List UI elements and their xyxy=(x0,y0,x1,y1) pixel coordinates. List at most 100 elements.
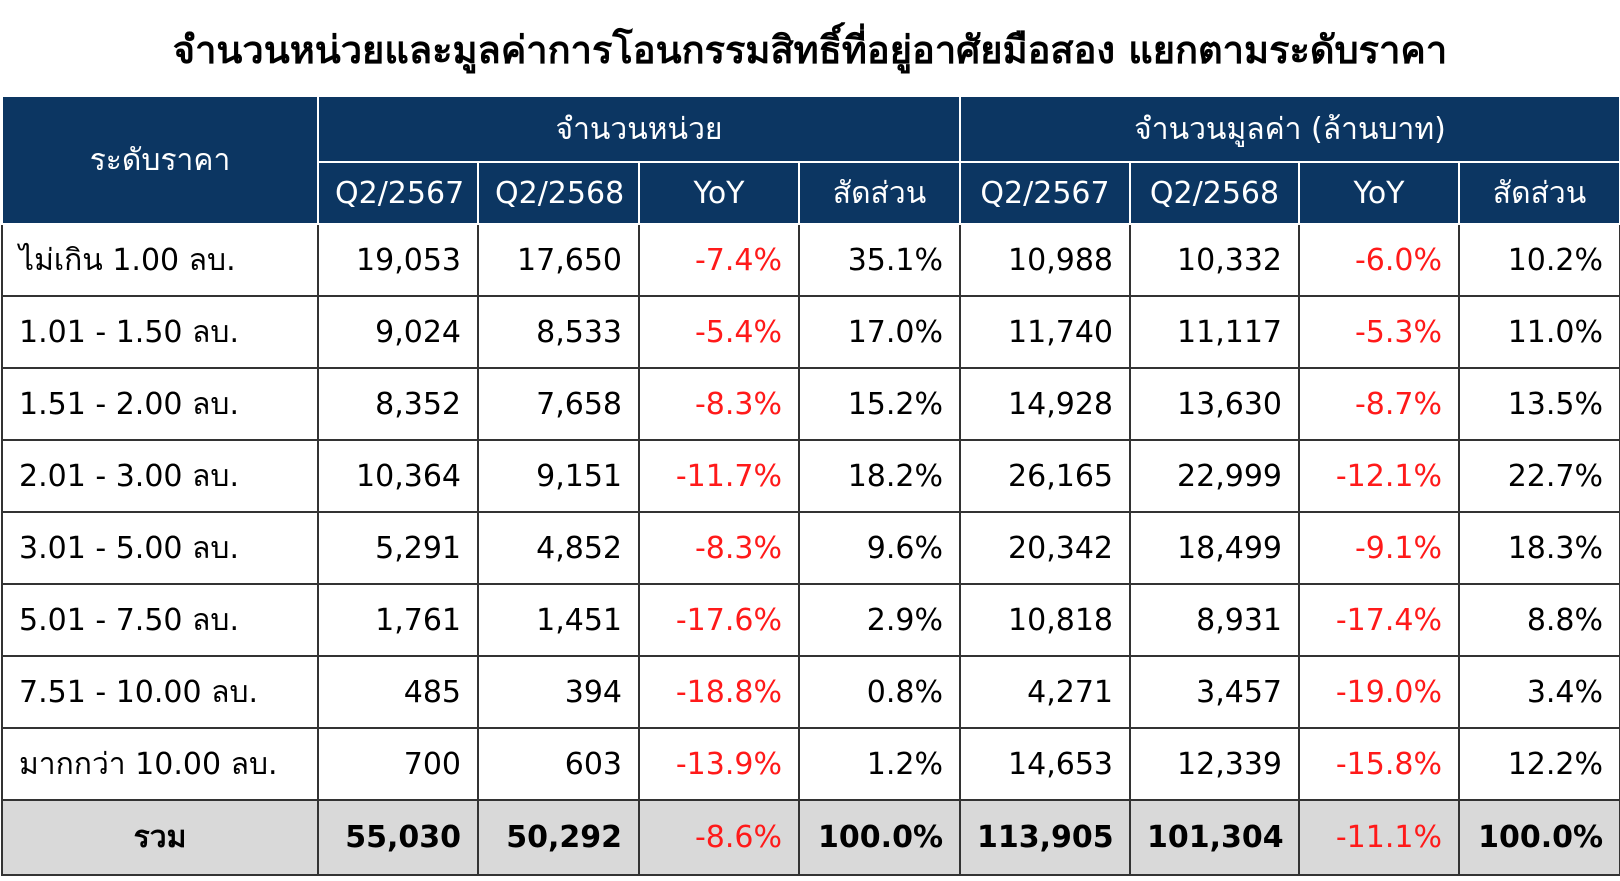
cell: 12,339 xyxy=(1129,727,1300,801)
cell: 3.4% xyxy=(1457,655,1620,729)
cell: 10,818 xyxy=(959,583,1131,657)
cell: 18,499 xyxy=(1129,511,1300,585)
data-row: 5.01 - 7.50 ลบ. 1,761 1,451 -17.6% 2.9% 10,81… xyxy=(1,583,1620,657)
data-row: 7.51 - 10.00 ลบ. 485 394 -18.8% 0.8% 4,271 3,4… xyxy=(1,655,1620,729)
cell: 11,117 xyxy=(1129,295,1300,369)
cell: -18.8% xyxy=(638,655,800,729)
cell: 22.7% xyxy=(1457,439,1620,513)
row-label: 7.51 - 10.00 ลบ. xyxy=(1,655,319,729)
row-label: รวม xyxy=(1,799,319,876)
cell: 14,928 xyxy=(959,367,1131,441)
cell: 1,451 xyxy=(477,583,640,657)
cell: 9,024 xyxy=(317,295,479,369)
cell: 113,905 xyxy=(959,799,1131,876)
data-row: 3.01 - 5.00 ลบ. 5,291 4,852 -8.3% 9.6% 20,342… xyxy=(1,511,1620,585)
cell: 100.0% xyxy=(1457,799,1620,876)
subheader: สัดส่วน xyxy=(1457,161,1620,225)
cell: -19.0% xyxy=(1298,655,1460,729)
cell: 8,533 xyxy=(477,295,640,369)
cell: -9.1% xyxy=(1298,511,1460,585)
row-label: ไม่เกิน 1.00 ลบ. xyxy=(1,223,319,297)
cell: -13.9% xyxy=(638,727,800,801)
cell: -8.3% xyxy=(638,367,800,441)
cell: 485 xyxy=(317,655,479,729)
cell: 9.6% xyxy=(798,511,961,585)
group-header: จำนวนมูลค่า (ล้านบาท) xyxy=(958,95,1620,163)
cell: -8.3% xyxy=(638,511,800,585)
cell: -11.1% xyxy=(1298,799,1460,876)
cell: 50,292 xyxy=(477,799,640,876)
subheader: Q2/2567 xyxy=(317,161,479,225)
data-row: 1.01 - 1.50 ลบ. 9,024 8,533 -5.4% 17.0% 11,74… xyxy=(1,295,1620,369)
cell: 10,332 xyxy=(1129,223,1300,297)
cell: 10,364 xyxy=(317,439,479,513)
cell: 13,630 xyxy=(1129,367,1300,441)
row-label: 1.51 - 2.00 ลบ. xyxy=(1,367,319,441)
subheader-row: Q2/2567 Q2/2568 YoY สัดส่วน Q2/2567 Q2/2568 Yo… xyxy=(2,161,1620,225)
cell: 19,053 xyxy=(317,223,479,297)
title: จำนวนหน่วยและมูลค่าการโอนกรรมสิทธิ์ที่อย… xyxy=(172,28,1448,72)
cell: 7,658 xyxy=(477,367,640,441)
data-row: ไม่เกิน 1.00 ลบ. 19,053 17,650 -7.4% 35.1% 10… xyxy=(1,223,1620,297)
row-label: 1.01 - 1.50 ลบ. xyxy=(1,295,319,369)
row-label: 3.01 - 5.00 ลบ. xyxy=(1,511,319,585)
data-row: มากกว่า 10.00 ลบ. 700 603 -13.9% 1.2% 14,653 1… xyxy=(1,727,1620,801)
cell: 55,030 xyxy=(317,799,479,876)
cell: 8,931 xyxy=(1129,583,1300,657)
subheader: Q2/2567 xyxy=(959,161,1131,225)
cell: 26,165 xyxy=(959,439,1131,513)
cell: 9,151 xyxy=(477,439,640,513)
cell: 15.2% xyxy=(798,367,961,441)
cell: -7.4% xyxy=(638,223,800,297)
data-row: 1.51 - 2.00 ลบ. 8,352 7,658 -8.3% 15.2% 14,92… xyxy=(1,367,1620,441)
cell: -17.4% xyxy=(1298,583,1460,657)
data-row: 2.01 - 3.00 ลบ. 10,364 9,151 -11.7% 18.2% 26,… xyxy=(1,439,1620,513)
row-label: มากกว่า 10.00 ลบ. xyxy=(1,727,319,801)
table-head: ระดับราคา จำนวนหน่วย จำนวนมูลค่า (ล้านบา… xyxy=(1,95,1620,225)
cell: 35.1% xyxy=(798,223,961,297)
cell: 394 xyxy=(477,655,640,729)
row-label: 5.01 - 7.50 ลบ. xyxy=(1,583,319,657)
cell: 1.2% xyxy=(798,727,961,801)
cell: 14,653 xyxy=(959,727,1131,801)
cell: -17.6% xyxy=(638,583,800,657)
cell: 700 xyxy=(317,727,479,801)
cell: 3,457 xyxy=(1129,655,1300,729)
cell: 18.3% xyxy=(1457,511,1620,585)
cell: 603 xyxy=(477,727,640,801)
subheader: YoY xyxy=(1298,161,1460,225)
group-header: จำนวนหน่วย xyxy=(317,95,961,163)
cell: -12.1% xyxy=(1298,439,1460,513)
cell: -8.7% xyxy=(1298,367,1460,441)
cell: 101,304 xyxy=(1129,799,1300,876)
cell: 13.5% xyxy=(1457,367,1620,441)
cell: 10,988 xyxy=(959,223,1131,297)
cell: -11.7% xyxy=(638,439,800,513)
subheader: YoY xyxy=(638,161,800,225)
data-table: ระดับราคา จำนวนหน่วย จำนวนมูลค่า (ล้านบา… xyxy=(1,95,1620,876)
cell: 4,852 xyxy=(477,511,640,585)
cell: 100.0% xyxy=(798,799,961,876)
cell: 8.8% xyxy=(1457,583,1620,657)
table-body: ไม่เกิน 1.00 ลบ. 19,053 17,650 -7.4% 35.1% 10… xyxy=(1,223,1620,876)
cell: 22,999 xyxy=(1129,439,1300,513)
cell: 8,352 xyxy=(317,367,479,441)
cell: 17.0% xyxy=(798,295,961,369)
cell: 0.8% xyxy=(798,655,961,729)
cell: -15.8% xyxy=(1298,727,1460,801)
cell: 2.9% xyxy=(798,583,961,657)
row-label: 2.01 - 3.00 ลบ. xyxy=(1,439,319,513)
cell: 20,342 xyxy=(959,511,1131,585)
cell: 12.2% xyxy=(1457,727,1620,801)
cell: 17,650 xyxy=(477,223,640,297)
cell: -5.3% xyxy=(1298,295,1460,369)
cell: 11.0% xyxy=(1457,295,1620,369)
header-row: ระดับราคา จำนวนหน่วย จำนวนมูลค่า (ล้านบา… xyxy=(1,95,1620,225)
subheader: Q2/2568 xyxy=(477,161,640,225)
cell: 4,271 xyxy=(959,655,1131,729)
cell: 18.2% xyxy=(798,439,961,513)
cell: 10.2% xyxy=(1457,223,1620,297)
subheader: Q2/2568 xyxy=(1129,161,1300,225)
label-header: ระดับราคา xyxy=(1,95,319,225)
